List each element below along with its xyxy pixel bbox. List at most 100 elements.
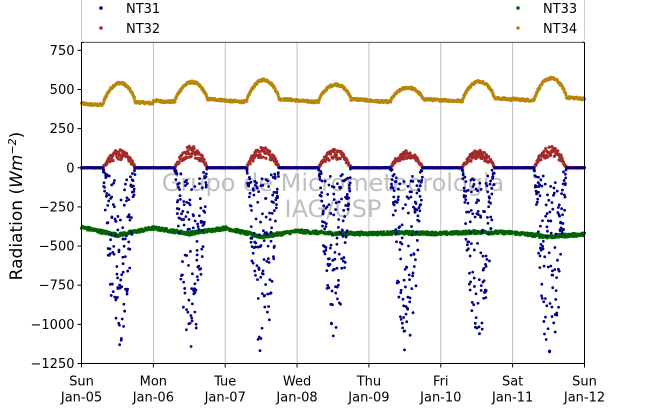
- point-nt31: [187, 263, 190, 267]
- x-tick-label-date: Jan-10: [419, 391, 461, 406]
- point-nt31: [409, 195, 413, 199]
- point-nt31: [408, 278, 411, 282]
- point-nt31: [330, 289, 334, 293]
- point-nt31: [487, 232, 490, 236]
- point-nt34: [564, 93, 568, 97]
- point-nt31: [333, 250, 337, 254]
- point-nt32: [272, 154, 276, 159]
- point-nt31: [319, 172, 323, 176]
- point-nt31: [190, 316, 194, 320]
- x-tick-label-date: Jan-06: [132, 391, 174, 406]
- point-nt31: [470, 300, 474, 304]
- point-nt31: [335, 266, 339, 270]
- point-nt31: [490, 168, 494, 172]
- point-nt31: [189, 345, 193, 348]
- point-nt34: [562, 87, 566, 91]
- point-nt31: [489, 201, 492, 205]
- point-nt31: [324, 225, 328, 228]
- point-nt34: [247, 93, 251, 97]
- point-nt31: [261, 272, 265, 276]
- point-nt31: [542, 320, 546, 323]
- legend-label-nt33: NT33: [543, 2, 577, 17]
- point-nt31: [264, 283, 268, 286]
- point-nt31: [269, 173, 273, 177]
- point-nt31: [411, 274, 414, 278]
- point-nt31: [478, 332, 481, 336]
- point-nt31: [461, 173, 465, 177]
- point-nt31: [201, 245, 205, 248]
- point-nt31: [324, 222, 328, 226]
- point-nt31: [561, 213, 564, 217]
- point-nt31: [405, 265, 409, 269]
- point-nt31: [320, 179, 324, 183]
- point-nt31: [104, 194, 108, 198]
- point-nt31: [256, 200, 260, 204]
- point-nt31: [394, 209, 397, 213]
- point-nt31: [319, 194, 323, 198]
- point-nt31: [112, 244, 116, 248]
- point-nt31: [109, 294, 113, 297]
- point-nt31: [402, 180, 406, 183]
- point-nt31: [331, 303, 334, 307]
- point-nt31: [404, 285, 407, 289]
- point-nt31: [258, 233, 261, 237]
- point-nt31: [410, 225, 413, 228]
- point-nt31: [199, 221, 203, 224]
- point-nt31: [121, 226, 125, 230]
- point-nt31: [407, 244, 410, 248]
- point-nt31: [392, 189, 396, 193]
- point-nt31: [460, 169, 464, 172]
- point-nt31: [255, 181, 258, 185]
- point-nt31: [110, 183, 114, 187]
- point-nt31: [204, 183, 208, 187]
- point-nt31: [546, 327, 550, 331]
- point-nt31: [199, 206, 203, 210]
- point-nt31: [256, 245, 260, 249]
- point-nt31: [543, 332, 546, 336]
- point-nt31: [258, 349, 262, 353]
- point-nt31: [247, 195, 251, 199]
- point-nt31: [324, 246, 328, 249]
- point-nt31: [189, 250, 192, 253]
- x-tick-label-date: Jan-08: [275, 391, 317, 406]
- point-nt31: [481, 228, 485, 232]
- point-nt31: [276, 196, 279, 200]
- point-nt31: [275, 187, 279, 191]
- point-nt31: [192, 214, 195, 218]
- point-nt31: [390, 178, 394, 182]
- point-nt34: [460, 100, 464, 104]
- point-nt31: [272, 190, 276, 194]
- point-nt31: [248, 177, 252, 181]
- data-points: [79, 75, 587, 354]
- point-nt31: [410, 287, 414, 290]
- point-nt31: [327, 183, 331, 187]
- point-nt31: [464, 180, 468, 183]
- point-nt31: [245, 168, 249, 171]
- point-nt31: [540, 296, 544, 300]
- point-nt31: [122, 325, 125, 328]
- point-nt31: [337, 278, 340, 282]
- point-nt31: [174, 178, 178, 182]
- point-nt31: [273, 176, 277, 180]
- point-nt31: [415, 191, 419, 195]
- point-nt31: [194, 322, 198, 326]
- point-nt31: [183, 287, 187, 290]
- point-nt31: [415, 239, 419, 242]
- point-nt31: [338, 231, 342, 235]
- point-nt31: [255, 264, 259, 267]
- point-nt31: [321, 224, 324, 228]
- point-nt31: [486, 221, 490, 225]
- point-nt31: [127, 213, 131, 217]
- point-nt32: [105, 162, 109, 166]
- point-nt31: [483, 210, 486, 214]
- point-nt31: [557, 203, 561, 207]
- point-nt31: [116, 287, 120, 290]
- point-nt31: [126, 269, 130, 273]
- point-nt31: [492, 171, 496, 175]
- y-tick-label: −750: [39, 279, 75, 294]
- point-nt31: [398, 248, 402, 252]
- x-tick-label-day: Tue: [213, 375, 236, 390]
- point-nt31: [262, 258, 266, 261]
- point-nt31: [478, 181, 482, 185]
- point-nt31: [469, 242, 473, 246]
